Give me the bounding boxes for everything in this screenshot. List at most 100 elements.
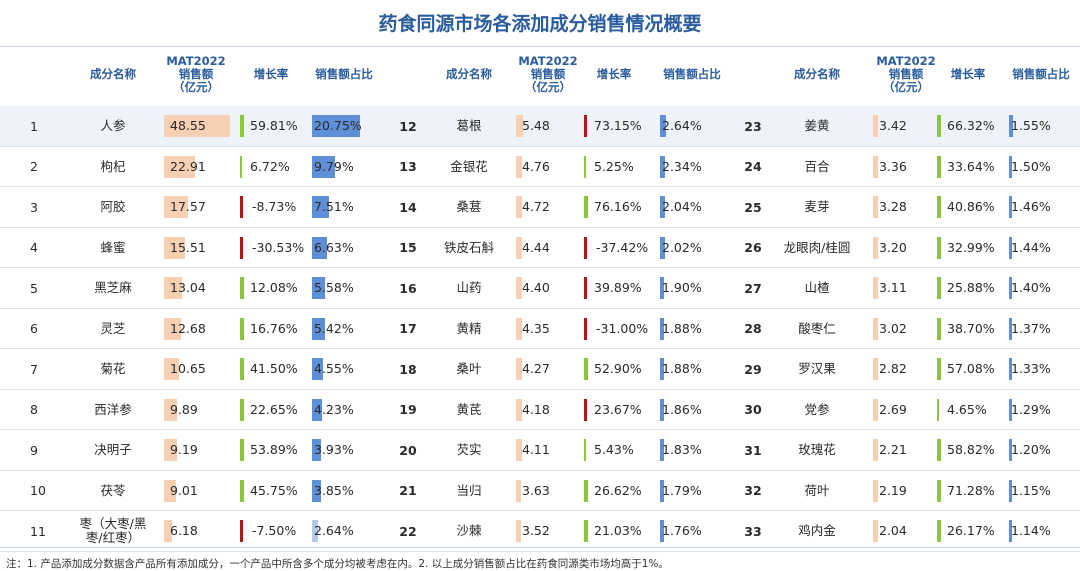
row-divider [380, 267, 725, 268]
sales-cell: 4.44 [512, 228, 584, 268]
share-cell: 1.86% [656, 390, 728, 430]
growth-cell: 39.89% [580, 268, 648, 308]
table-row: 24 百合 3.36 33.64% 1.50% [725, 147, 1080, 187]
row-divider [0, 145, 380, 147]
table-row: 28 酸枣仁 3.02 38.70% 1.37% [725, 309, 1080, 349]
table-row: 5 黑芝麻 13.04 12.08% 5.58% [0, 268, 380, 308]
table-row: 13 金银花 4.76 5.25% 2.34% [380, 147, 725, 187]
share-bar [312, 236, 328, 259]
sales-value: 2.21 [879, 442, 907, 457]
share-value: 3.85% [314, 482, 354, 498]
growth-cell: 73.15% [580, 106, 648, 146]
row-divider [725, 388, 1080, 390]
sales-cell: 5.48 [512, 106, 584, 146]
row-divider [380, 226, 725, 228]
ingredient-name: 山楂 [804, 280, 830, 295]
growth-cell: 23.67% [580, 390, 648, 430]
row-divider [380, 510, 725, 511]
row-divider [380, 186, 725, 187]
share-value: 4.23% [314, 401, 354, 417]
share-bar [312, 358, 323, 380]
growth-bar [240, 115, 244, 137]
sales-cell: 4.35 [512, 309, 584, 349]
share-value: 1.86% [662, 401, 702, 417]
sales-cell: 4.40 [512, 268, 584, 308]
share-bar [660, 439, 665, 461]
table-row: 2 枸杞 22.91 6.72% 9.79% [0, 147, 380, 187]
rank-cell: 1 [30, 118, 38, 134]
rank-cell: 2 [30, 159, 38, 174]
growth-bar [240, 277, 244, 299]
sales-value: 10.65 [170, 361, 206, 376]
share-cell: 1.50% [1005, 147, 1077, 187]
share-value: 4.55% [314, 361, 354, 376]
growth-bar [584, 358, 588, 380]
table-row: 26 龙眼肉/桂圆 3.20 32.99% 1.44% [725, 228, 1080, 268]
growth-value: 22.65% [250, 401, 298, 417]
sales-cell: 2.19 [869, 471, 943, 511]
row-divider [725, 550, 1080, 552]
sales-cell: 12.68 [160, 309, 232, 349]
growth-value: 40.86% [947, 199, 995, 214]
share-value: 1.37% [1011, 320, 1051, 336]
sales-value: 9.01 [170, 482, 198, 498]
growth-cell: -8.73% [236, 187, 306, 227]
growth-value: 5.25% [594, 158, 634, 174]
share-cell: 20.75% [308, 106, 380, 146]
growth-value: 39.89% [594, 280, 642, 295]
sales-value: 13.04 [170, 280, 206, 295]
growth-cell: 22.65% [236, 390, 306, 430]
header-sales: MAT2022 销售额 （亿元） [518, 53, 578, 94]
sales-value: 9.19 [170, 442, 198, 457]
table-row: 18 桑叶 4.27 52.90% 1.88% [380, 349, 725, 389]
sales-bar [164, 520, 173, 542]
share-cell: 1.33% [1005, 349, 1077, 389]
growth-value: -37.42% [596, 239, 649, 255]
table-row: 22 沙棘 3.52 21.03% 1.76% [380, 511, 725, 551]
header-share: 销售额占比 [315, 66, 373, 81]
table-row: 19 黄芪 4.18 23.67% 1.86% [380, 390, 725, 430]
growth-bar [937, 317, 941, 340]
sales-value: 12.68 [170, 320, 206, 336]
sales-bar [873, 479, 878, 502]
share-value: 1.44% [1011, 239, 1051, 255]
growth-cell: 41.50% [236, 349, 306, 389]
growth-cell: 53.89% [236, 430, 306, 470]
row-divider [725, 307, 1080, 309]
growth-cell: -31.00% [580, 309, 648, 349]
sales-value: 48.55 [170, 118, 206, 133]
growth-cell: 71.28% [933, 471, 1003, 511]
sales-bar [873, 520, 878, 542]
sales-cell: 9.89 [160, 390, 232, 430]
table-header: 成分名称 MAT2022 销售额 （亿元） 增长率 销售额占比 [380, 46, 725, 102]
growth-bar [240, 155, 242, 178]
table-row: 7 菊花 10.65 41.50% 4.55% [0, 349, 380, 389]
ingredient-name: 沙棘 [456, 523, 482, 538]
share-cell: 9.79% [308, 147, 380, 187]
rank-cell: 19 [399, 402, 417, 417]
sales-cell: 2.69 [869, 390, 943, 430]
share-cell: 1.88% [656, 349, 728, 389]
growth-value: 4.65% [947, 401, 987, 417]
share-bar [1009, 520, 1012, 542]
ingredient-name: 灵芝 [100, 320, 126, 336]
table-header: 成分名称 MAT2022 销售额 （亿元） 增长率 销售额占比 [725, 46, 1080, 102]
sales-value: 4.72 [522, 199, 550, 214]
growth-value: 26.62% [594, 482, 642, 498]
ingredient-name: 桑葚 [456, 199, 482, 214]
growth-bar [584, 155, 586, 178]
table-row: 8 西洋参 9.89 22.65% 4.23% [0, 390, 380, 430]
rank-cell: 6 [30, 321, 38, 336]
ingredient-name: 当归 [456, 482, 482, 498]
sales-value: 5.48 [522, 118, 550, 133]
sales-bar [516, 196, 523, 218]
sales-bar [164, 398, 178, 421]
share-bar [312, 317, 325, 340]
rank-cell: 9 [30, 442, 38, 458]
growth-value: -8.73% [252, 199, 297, 214]
sales-bar [164, 358, 179, 380]
growth-bar [240, 196, 243, 218]
sales-bar [164, 317, 182, 340]
sales-bar [873, 317, 878, 340]
sales-value: 17.57 [170, 199, 206, 214]
